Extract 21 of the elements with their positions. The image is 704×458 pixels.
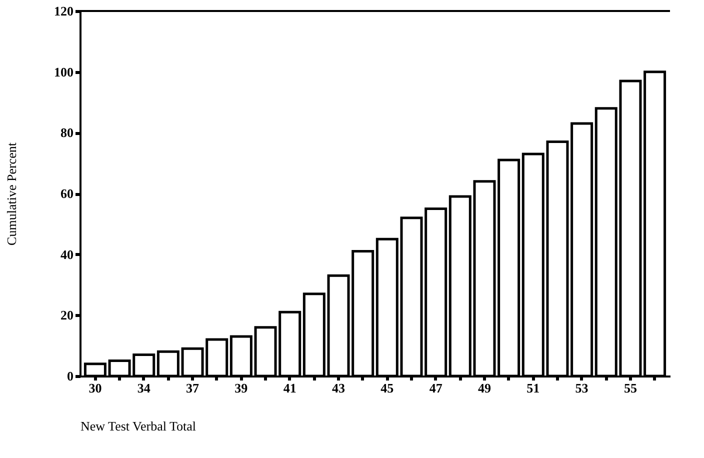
y-tick-label: 120 [54, 4, 74, 18]
x-tick-label: 51 [526, 380, 540, 396]
x-tick-label: 49 [478, 380, 492, 396]
x-tick-label: 34 [137, 380, 151, 396]
x-tick-label: 39 [234, 380, 248, 396]
y-axis-title: Cumulative Percent [4, 142, 19, 246]
y-tick-label: 0 [67, 368, 74, 384]
y-tick-label: 20 [60, 308, 74, 323]
y-tick-label: 40 [60, 246, 74, 262]
x-tick-label: 45 [380, 380, 394, 396]
x-tick-label: 55 [624, 380, 638, 396]
y-tick-label: 100 [54, 64, 74, 80]
x-tick-label: 43 [332, 380, 346, 396]
y-tick-label: 80 [60, 125, 74, 140]
x-tick-label: 30 [88, 380, 102, 396]
x-tick-label: 37 [186, 380, 200, 396]
x-tick-label: 53 [575, 380, 589, 396]
x-tick-label: 47 [429, 380, 443, 396]
x-axis-title: New Test Verbal Total [80, 418, 196, 434]
y-tick-label: 60 [60, 186, 74, 201]
x-tick-label: 41 [283, 380, 296, 396]
